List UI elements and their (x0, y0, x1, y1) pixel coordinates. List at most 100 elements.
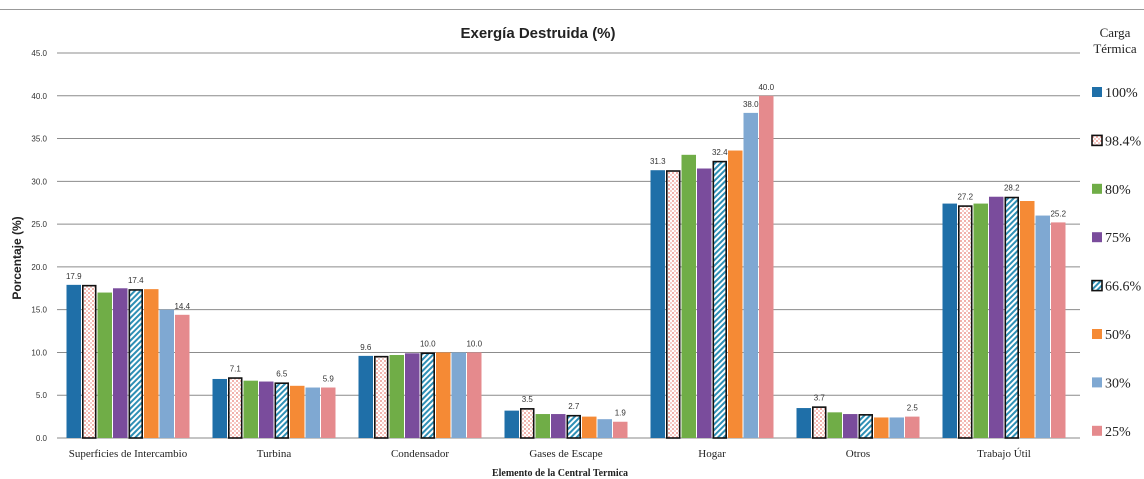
data-label: 17.4 (128, 276, 144, 285)
bar (743, 112, 758, 438)
data-label: 31.3 (650, 157, 666, 166)
bar (1051, 222, 1066, 438)
bar (973, 203, 988, 438)
data-label: 10.0 (420, 339, 436, 348)
legend-swatch (1092, 329, 1102, 339)
bar (274, 382, 289, 439)
legend-label: 80% (1105, 183, 1131, 198)
data-label: 2.5 (907, 404, 919, 413)
bar (175, 314, 190, 438)
bar (728, 150, 743, 439)
bar (504, 410, 519, 438)
x-tick-label: Gases de Escape (529, 448, 602, 460)
bar (843, 414, 858, 438)
bar (874, 417, 889, 438)
bar (759, 95, 774, 439)
bar (650, 170, 665, 438)
bar (82, 284, 97, 439)
legend-label: 100% (1105, 86, 1138, 101)
bar (259, 381, 274, 438)
y-tick-label: 5.0 (36, 391, 48, 400)
bar (582, 416, 597, 438)
bar (905, 416, 920, 438)
gridlines (57, 52, 1080, 439)
bar (144, 289, 159, 438)
data-label: 25.2 (1050, 209, 1066, 218)
data-label: 28.2 (1004, 184, 1020, 193)
data-label: 10.0 (466, 339, 482, 348)
y-tick-labels: 0.0 5.0 10.0 15.0 20.0 25.0 30.0 35.0 40.0 45.0 (31, 49, 47, 443)
bar (389, 355, 404, 438)
x-axis-label: Elemento de la Central Termica (492, 468, 628, 479)
y-tick-label: 25.0 (31, 220, 47, 229)
bar (321, 387, 336, 438)
bar (1020, 201, 1035, 438)
bar (113, 288, 128, 438)
y-tick-label: 40.0 (31, 92, 47, 101)
data-label: 5.9 (323, 375, 335, 384)
legend: Carga Térmica 100% 98.4% 80% 75% 66.6% 50% 30%… (1091, 25, 1142, 440)
x-tick-label: Trabajo Útil (977, 448, 1031, 460)
bar (889, 417, 904, 438)
legend-swatch (1091, 279, 1103, 292)
data-label: 1.9 (615, 409, 627, 418)
legend-title-line-1: Carga (1100, 25, 1131, 40)
bar (858, 414, 873, 439)
legend-label: 98.4% (1105, 134, 1142, 149)
bars (66, 95, 1066, 439)
bar (1004, 196, 1019, 439)
legend-label: 66.6% (1105, 280, 1142, 295)
bar (467, 352, 482, 438)
bar (811, 406, 827, 439)
bar (97, 292, 112, 438)
y-tick-label: 0.0 (36, 434, 48, 443)
data-label: 32.4 (712, 148, 728, 157)
x-tick-label: Superficies de Intercambio (69, 448, 188, 460)
bar (358, 355, 373, 438)
bar (957, 205, 973, 439)
data-labels: 17.9 17.4 14.4 7.1 6.5 5.9 9.6 10.0 10.0 3.5 2.7 1.… (66, 83, 1067, 418)
y-tick-label: 15.0 (31, 306, 47, 315)
bar (228, 377, 243, 439)
bar (451, 352, 466, 438)
y-tick-label: 35.0 (31, 135, 47, 144)
bar (405, 353, 420, 438)
x-tick-label: Turbina (257, 448, 292, 460)
chart-title: Exergía Destruida (%) (460, 25, 615, 42)
legend-label: 30% (1105, 376, 1131, 391)
x-tick-label: Hogar (698, 448, 726, 460)
bar (159, 309, 174, 438)
y-tick-label: 30.0 (31, 177, 47, 186)
bar (665, 170, 681, 439)
bar (1035, 215, 1050, 438)
data-label: 3.7 (814, 393, 826, 402)
data-label: 9.6 (360, 343, 372, 352)
data-label: 17.9 (66, 272, 82, 281)
data-label: 7.1 (230, 364, 242, 373)
bar (681, 154, 696, 439)
data-label: 2.7 (568, 402, 580, 411)
bar (420, 352, 435, 439)
x-tick-labels: Superficies de Intercambio Turbina Condens… (69, 448, 1031, 460)
bar (535, 414, 550, 438)
data-label: 27.2 (957, 192, 973, 201)
bar (796, 408, 811, 438)
legend-swatch (1092, 232, 1102, 243)
bar (942, 203, 957, 438)
data-label: 38.0 (743, 100, 759, 109)
legend-label: 75% (1105, 231, 1131, 246)
bar (613, 421, 628, 438)
legend-items: 100% 98.4% 80% 75% 66.6% 50% 30% 25% (1091, 86, 1142, 440)
data-label: 3.5 (522, 395, 534, 404)
legend-swatch (1092, 183, 1102, 194)
bar (989, 196, 1004, 438)
y-axis-label: Porcentaje (%) (10, 216, 24, 299)
bar (373, 355, 389, 439)
bar (436, 352, 451, 438)
legend-swatch (1091, 134, 1103, 147)
legend-swatch (1092, 377, 1102, 388)
legend-label: 25% (1105, 425, 1131, 440)
bar (597, 419, 612, 438)
legend-swatch (1092, 87, 1102, 97)
